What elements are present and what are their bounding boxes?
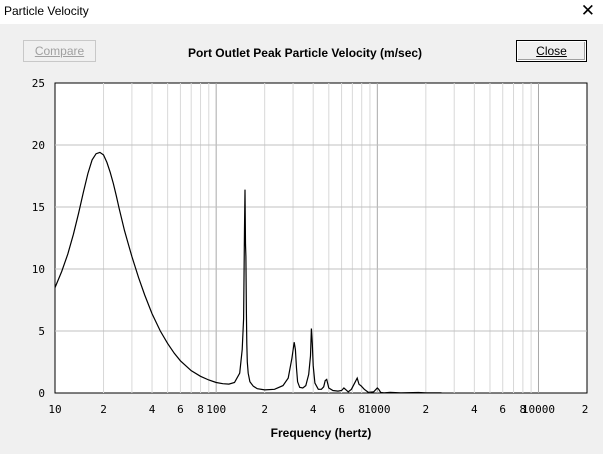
x-tick-label: 4 xyxy=(310,403,317,416)
y-tick-label: 25 xyxy=(32,77,45,90)
x-tick-label: 2 xyxy=(261,403,268,416)
x-tick-label: 2 xyxy=(582,403,589,416)
x-tick-label: 4 xyxy=(471,403,478,416)
x-tick-label: 1000 xyxy=(364,403,391,416)
close-button-label: Close xyxy=(536,44,567,58)
y-axis-ticks: 0 5 10 15 20 25 xyxy=(32,77,45,400)
x-tick-label: 6 xyxy=(338,403,345,416)
x-tick-label: 6 xyxy=(177,403,184,416)
close-button[interactable]: Close xyxy=(516,40,587,62)
series-group xyxy=(54,151,442,394)
x-tick-label: 6 xyxy=(499,403,506,416)
y-tick-label: 0 xyxy=(38,387,45,400)
x-tick-label: 100 xyxy=(206,403,226,416)
compare-button[interactable]: Compare xyxy=(23,40,96,62)
close-icon[interactable]: ✕ xyxy=(580,1,595,21)
x-tick-label: 8 xyxy=(520,403,527,416)
y-tick-label: 15 xyxy=(32,201,45,214)
x-tick-label: 4 xyxy=(149,403,156,416)
title-bar: Particle Velocity ✕ xyxy=(0,0,603,24)
x-tick-label: 2 xyxy=(423,403,430,416)
y-tick-label: 20 xyxy=(32,139,45,152)
x-axis-label: Frequency (hertz) xyxy=(271,426,372,440)
plot-area xyxy=(54,82,588,394)
x-tick-label: 10000 xyxy=(522,403,555,416)
chart-title: Port Outlet Peak Particle Velocity (m/se… xyxy=(187,46,423,60)
dialog-body: Compare Port Outlet Peak Particle Veloci… xyxy=(0,24,603,454)
x-tick-label: 8 xyxy=(197,403,204,416)
x-tick-label: 8 xyxy=(358,403,365,416)
x-tick-label: 2 xyxy=(100,403,107,416)
y-tick-label: 10 xyxy=(32,263,45,276)
grid-lines xyxy=(55,83,587,393)
y-tick-label: 5 xyxy=(38,325,45,338)
window-title: Particle Velocity xyxy=(4,4,89,18)
velocity-series-line xyxy=(54,151,442,394)
x-tick-label: 10 xyxy=(48,403,61,416)
